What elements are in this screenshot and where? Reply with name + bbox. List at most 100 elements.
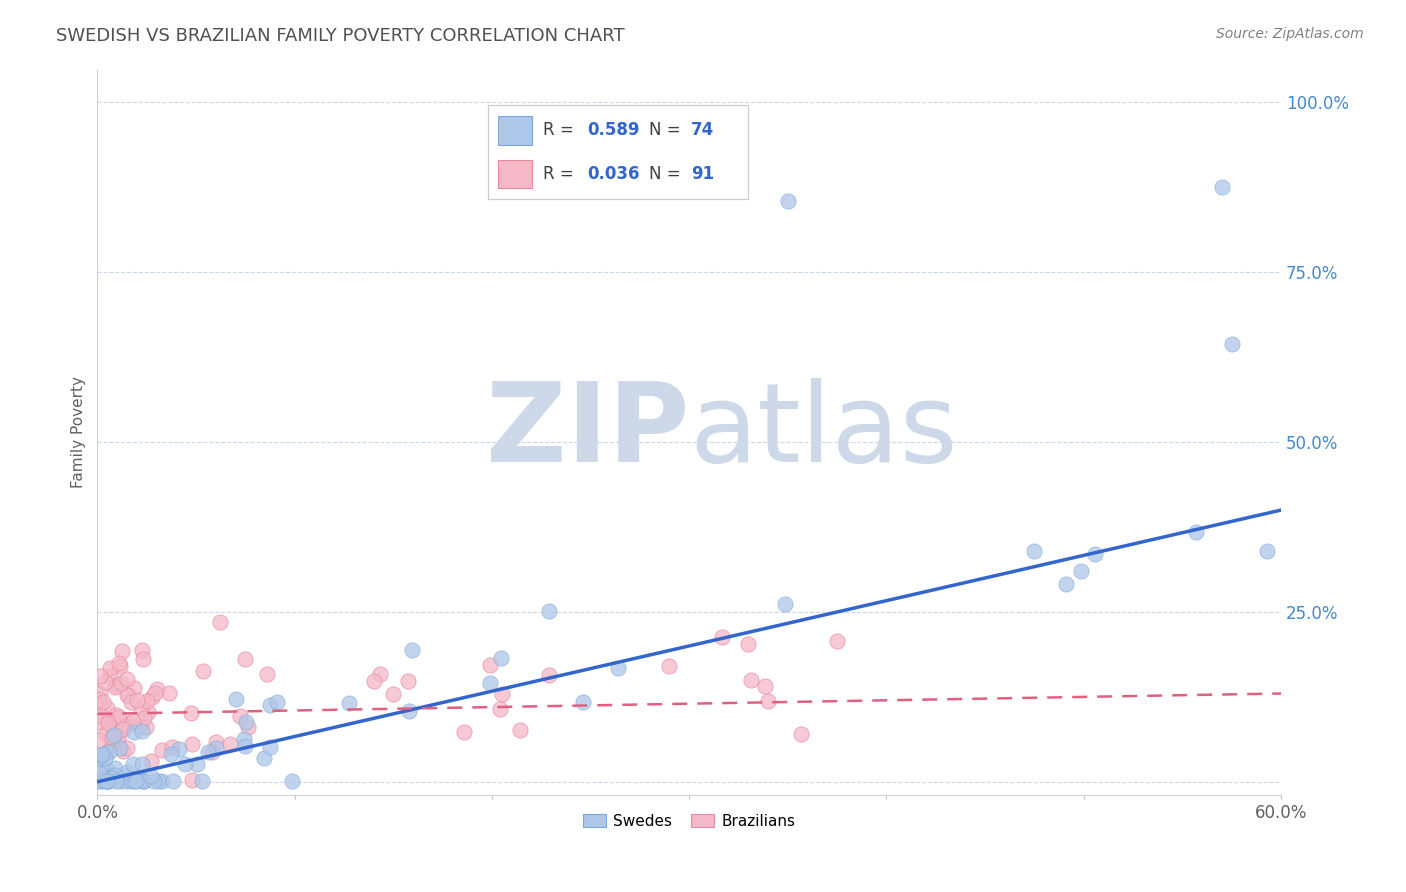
Point <box>1084 547 1107 561</box>
Point <box>89 686 111 700</box>
Point <box>111 718 134 732</box>
Point <box>776 194 799 208</box>
Point <box>96 774 118 789</box>
Point <box>143 774 166 789</box>
Point <box>111 744 134 758</box>
Point <box>101 732 124 747</box>
Point <box>93 774 115 789</box>
Point <box>160 747 183 761</box>
Point <box>107 731 129 746</box>
Point <box>233 652 256 666</box>
Point <box>98 745 121 759</box>
Point <box>104 761 127 775</box>
Point <box>1256 544 1278 558</box>
Point <box>606 660 628 674</box>
Point <box>103 728 125 742</box>
Point <box>104 711 127 725</box>
Point <box>96 701 118 715</box>
Point <box>398 704 420 718</box>
Point <box>139 769 162 783</box>
Point <box>122 681 145 695</box>
Point <box>233 732 256 747</box>
Point <box>537 604 560 618</box>
Point <box>181 772 204 787</box>
Point <box>157 686 180 700</box>
Point <box>111 722 134 736</box>
Point <box>132 774 155 789</box>
Point <box>115 672 138 686</box>
Point <box>120 695 142 709</box>
Point <box>489 702 512 716</box>
Point <box>97 714 120 728</box>
Text: ZIP: ZIP <box>486 378 689 485</box>
Point <box>658 659 681 673</box>
Point <box>89 691 111 706</box>
Point <box>754 679 776 693</box>
Point <box>120 774 142 789</box>
Point <box>150 743 173 757</box>
Y-axis label: Family Poverty: Family Poverty <box>72 376 86 488</box>
Text: SWEDISH VS BRAZILIAN FAMILY POVERTY CORRELATION CHART: SWEDISH VS BRAZILIAN FAMILY POVERTY CORR… <box>56 27 624 45</box>
Point <box>94 764 117 778</box>
Point <box>131 772 153 787</box>
Point <box>572 695 595 709</box>
Point <box>191 664 214 678</box>
Point <box>122 774 145 789</box>
Point <box>91 695 114 709</box>
Point <box>94 747 117 761</box>
Point <box>773 597 796 611</box>
Point <box>89 752 111 766</box>
Point <box>101 730 124 744</box>
Point <box>136 694 159 708</box>
Point <box>117 689 139 703</box>
Point <box>122 724 145 739</box>
Point <box>1220 336 1243 351</box>
Point <box>266 696 288 710</box>
Point <box>108 709 131 723</box>
Point <box>363 674 385 689</box>
Point <box>191 774 214 789</box>
Point <box>114 718 136 732</box>
Point <box>186 757 208 772</box>
Point <box>167 742 190 756</box>
Point <box>98 661 121 675</box>
Point <box>107 735 129 749</box>
Point <box>337 696 360 710</box>
Point <box>89 669 111 683</box>
Point <box>1054 577 1077 591</box>
Point <box>89 697 111 711</box>
Point <box>1070 565 1092 579</box>
Point <box>235 715 257 730</box>
Point <box>509 723 531 737</box>
Point <box>96 774 118 789</box>
Point <box>396 673 419 688</box>
Point <box>256 666 278 681</box>
Point <box>180 706 202 720</box>
Point <box>110 644 132 658</box>
Point <box>131 774 153 789</box>
Point <box>90 709 112 723</box>
Point <box>115 740 138 755</box>
Point <box>197 745 219 759</box>
Point <box>98 669 121 683</box>
Point <box>125 692 148 706</box>
Point <box>146 681 169 696</box>
Point <box>114 769 136 783</box>
Point <box>136 705 159 719</box>
Point <box>104 708 127 723</box>
Point <box>1022 544 1045 558</box>
Point <box>91 747 114 762</box>
Point <box>537 667 560 681</box>
Point <box>118 716 141 731</box>
Point <box>89 732 111 747</box>
Point <box>96 774 118 789</box>
Point <box>96 763 118 777</box>
Point <box>125 774 148 789</box>
Point <box>491 687 513 701</box>
Point <box>825 633 848 648</box>
Point <box>94 751 117 765</box>
Point <box>479 658 502 673</box>
Point <box>108 774 131 789</box>
Point <box>381 687 404 701</box>
Point <box>489 651 512 665</box>
